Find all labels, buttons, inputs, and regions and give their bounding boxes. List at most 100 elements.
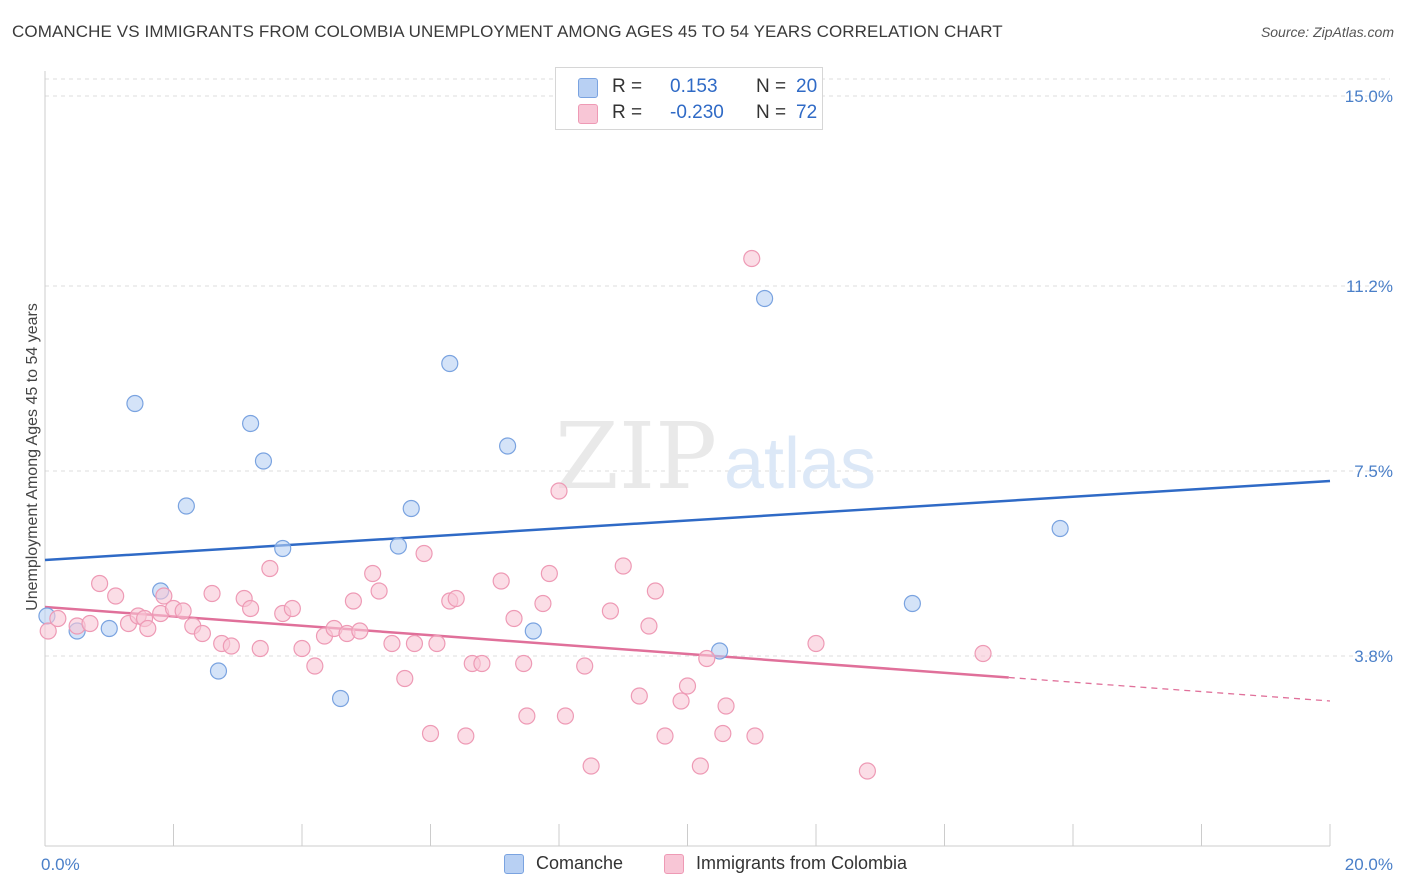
colombia-point bbox=[505, 609, 523, 628]
trend-line bbox=[44, 605, 1009, 679]
series-legend: Comanche Immigrants from Colombia bbox=[0, 851, 1406, 877]
y-tick-label: 3.8% bbox=[1354, 647, 1393, 666]
n-label: N = bbox=[756, 76, 787, 97]
comanche-point bbox=[441, 354, 459, 373]
colombia-point bbox=[457, 727, 475, 745]
comanche-point bbox=[274, 539, 292, 558]
trend-lines bbox=[44, 479, 1331, 702]
comanche-point bbox=[711, 642, 729, 660]
legend-label: Comanche bbox=[536, 853, 624, 873]
r-label: R = bbox=[612, 102, 643, 123]
trend-line bbox=[44, 479, 1331, 562]
colombia-point bbox=[518, 707, 536, 725]
colombia-point bbox=[672, 692, 690, 710]
n-label: N = bbox=[756, 102, 787, 123]
colombia-point bbox=[203, 584, 221, 603]
comanche-point bbox=[254, 452, 273, 470]
source-credit: Source: ZipAtlas.com bbox=[1260, 24, 1394, 40]
colombia-point bbox=[540, 564, 558, 583]
watermark-zip: ZIP bbox=[555, 403, 717, 510]
x-tick-label: 20.0% bbox=[1345, 855, 1393, 874]
colombia-point bbox=[656, 727, 674, 745]
comanche-swatch bbox=[504, 854, 524, 874]
colombia-point bbox=[492, 572, 510, 590]
colombia-point bbox=[415, 544, 433, 563]
y-axis-label: Unemployment Among Ages 45 to 54 years bbox=[24, 303, 41, 611]
comanche-point bbox=[126, 394, 144, 413]
comanche-point bbox=[242, 414, 260, 433]
watermark: ZIP atlas bbox=[555, 403, 876, 510]
chart-title: COMANCHE VS IMMIGRANTS FROM COLOMBIA UNE… bbox=[12, 22, 1003, 41]
correlation-legend: R = 0.153 N = 20 R = -0.230 N = 72 bbox=[555, 67, 823, 130]
y-tick-label: 7.5% bbox=[1354, 462, 1393, 481]
colombia-point bbox=[614, 557, 632, 575]
colombia-point bbox=[576, 657, 594, 675]
colombia-swatch bbox=[664, 854, 684, 874]
colombia-point bbox=[364, 564, 382, 583]
colombia-point bbox=[251, 639, 269, 658]
colombia-point bbox=[515, 654, 533, 673]
colombia-point bbox=[283, 599, 301, 618]
colombia-point bbox=[222, 637, 240, 655]
colombia-point bbox=[698, 649, 716, 668]
colombia-point bbox=[630, 687, 648, 705]
comanche-swatch bbox=[578, 78, 598, 98]
colombia-point bbox=[550, 482, 568, 500]
colombia-point bbox=[344, 592, 362, 610]
colombia-point bbox=[351, 622, 369, 640]
y-tick-label: 11.2% bbox=[1346, 277, 1393, 296]
comanche-point bbox=[100, 619, 118, 638]
comanche-point bbox=[755, 289, 774, 308]
y-tick-label: 15.0% bbox=[1345, 87, 1393, 106]
colombia-point bbox=[242, 599, 260, 618]
comanche-point bbox=[402, 499, 420, 518]
colombia-point bbox=[370, 582, 388, 600]
colombia-point bbox=[306, 657, 324, 675]
colombia-point bbox=[139, 619, 157, 638]
comanche-point bbox=[499, 437, 517, 455]
colombia-point bbox=[473, 654, 491, 673]
watermark-atlas: atlas bbox=[724, 424, 876, 504]
colombia-swatch bbox=[578, 104, 598, 124]
r-label: R = bbox=[612, 76, 643, 97]
x-tick-label: 0.0% bbox=[41, 855, 80, 874]
colombia-point bbox=[691, 757, 709, 775]
colombia-point bbox=[746, 727, 764, 745]
colombia-point bbox=[49, 609, 67, 628]
colombia-point bbox=[582, 757, 600, 775]
colombia-point bbox=[974, 644, 992, 663]
comanche-point bbox=[209, 662, 228, 680]
r-value: -0.230 bbox=[670, 102, 724, 123]
axes bbox=[44, 71, 1331, 847]
colombia-point bbox=[383, 634, 401, 653]
colombia-point bbox=[717, 697, 735, 715]
trend-line-extension bbox=[1008, 676, 1331, 702]
colombia-point bbox=[91, 574, 109, 593]
colombia-point bbox=[107, 587, 125, 605]
colombia-point bbox=[714, 724, 732, 743]
colombia-point bbox=[81, 614, 99, 633]
colombia-point bbox=[428, 634, 446, 653]
colombia-point bbox=[743, 249, 761, 268]
colombia-point bbox=[534, 594, 552, 613]
n-value: 20 bbox=[796, 76, 818, 97]
colombia-point bbox=[447, 589, 465, 608]
colombia-point bbox=[421, 724, 440, 743]
colombia-point bbox=[155, 587, 173, 605]
colombia-point bbox=[39, 622, 57, 640]
comanche-point bbox=[331, 689, 350, 708]
colombia-point bbox=[858, 762, 877, 780]
colombia-point bbox=[646, 582, 664, 600]
tick-labels: 3.8% 7.5% 11.2% 15.0% 0.0% 20.0% bbox=[41, 87, 1393, 874]
r-value: 0.153 bbox=[670, 76, 718, 97]
colombia-point bbox=[640, 617, 658, 635]
legend-label: Immigrants from Colombia bbox=[696, 853, 908, 873]
colombia-point bbox=[556, 707, 575, 725]
comanche-point bbox=[524, 622, 542, 640]
colombia-point bbox=[601, 602, 620, 620]
comanche-point bbox=[903, 594, 921, 613]
colombia-point bbox=[678, 677, 697, 695]
comanche-point bbox=[389, 537, 407, 555]
colombia-point bbox=[261, 559, 279, 578]
comanche-point bbox=[177, 497, 195, 515]
